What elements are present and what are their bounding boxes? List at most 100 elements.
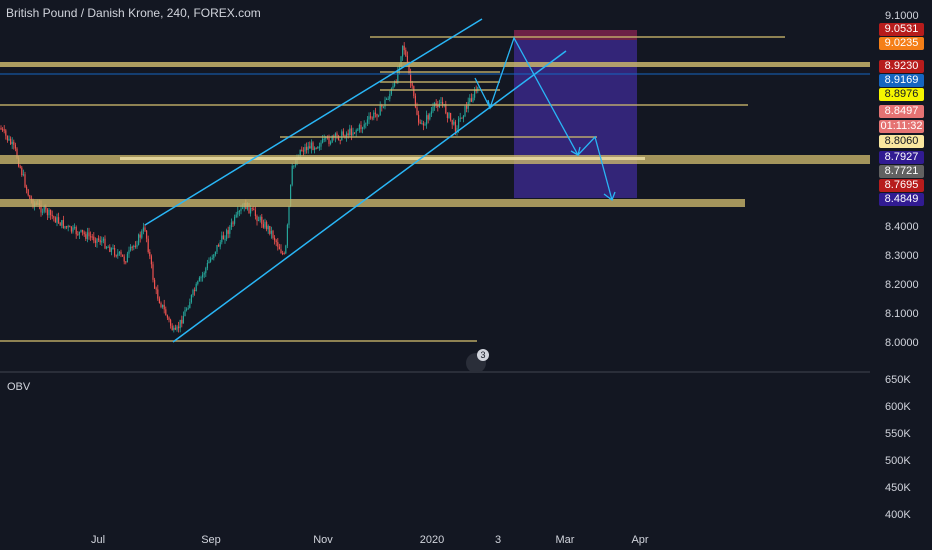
candle-body[interactable] bbox=[195, 283, 197, 292]
candle-body[interactable] bbox=[86, 232, 88, 239]
candle-body[interactable] bbox=[336, 133, 338, 136]
candle-body[interactable] bbox=[2, 129, 4, 131]
pane-divider[interactable] bbox=[0, 371, 870, 373]
candle-body[interactable] bbox=[234, 216, 236, 224]
candle-body[interactable] bbox=[408, 62, 410, 74]
candle-body[interactable] bbox=[224, 239, 226, 241]
candle-body[interactable] bbox=[387, 98, 389, 100]
candle-body[interactable] bbox=[157, 289, 159, 299]
symbol-title[interactable]: British Pound / Danish Krone, 240, FOREX… bbox=[6, 6, 261, 20]
candle-body[interactable] bbox=[462, 116, 464, 119]
candle-body[interactable] bbox=[70, 226, 72, 232]
projection-path[interactable] bbox=[474, 36, 613, 201]
candle-body[interactable] bbox=[178, 326, 180, 329]
candle-body[interactable] bbox=[354, 132, 356, 134]
candle-body[interactable] bbox=[166, 315, 168, 318]
candle-body[interactable] bbox=[363, 124, 365, 128]
candle-body[interactable] bbox=[293, 165, 295, 167]
candle-body[interactable] bbox=[142, 227, 144, 232]
candle-body[interactable] bbox=[267, 225, 269, 230]
candle-body[interactable] bbox=[459, 117, 461, 120]
candle-body[interactable] bbox=[238, 211, 240, 213]
candle-body[interactable] bbox=[435, 103, 437, 106]
candle-body[interactable] bbox=[286, 224, 288, 246]
candle-body[interactable] bbox=[290, 184, 292, 207]
candle-body[interactable] bbox=[328, 137, 330, 144]
candle-body[interactable] bbox=[275, 240, 277, 243]
candle-body[interactable] bbox=[218, 245, 220, 247]
candle-body[interactable] bbox=[154, 279, 156, 289]
candle-body[interactable] bbox=[106, 246, 108, 249]
candle-body[interactable] bbox=[93, 236, 95, 241]
candle-body[interactable] bbox=[131, 246, 133, 248]
candle-body[interactable] bbox=[94, 240, 96, 243]
resistance-zone[interactable] bbox=[0, 62, 870, 67]
candle-body[interactable] bbox=[61, 220, 63, 226]
candle-body[interactable] bbox=[179, 319, 181, 329]
channel-upper-line[interactable] bbox=[144, 18, 483, 226]
candle-body[interactable] bbox=[451, 119, 453, 125]
candle-body[interactable] bbox=[430, 111, 432, 114]
candle-body[interactable] bbox=[109, 246, 111, 252]
candle-body[interactable] bbox=[130, 246, 132, 251]
candle-body[interactable] bbox=[163, 304, 165, 310]
candle-body[interactable] bbox=[302, 150, 304, 152]
candle-body[interactable] bbox=[232, 222, 234, 224]
candle-body[interactable] bbox=[59, 222, 61, 226]
candle-body[interactable] bbox=[341, 131, 343, 141]
candle-body[interactable] bbox=[162, 304, 164, 307]
candle-body[interactable] bbox=[342, 131, 344, 136]
candle-body[interactable] bbox=[411, 83, 413, 87]
candle-body[interactable] bbox=[323, 138, 325, 140]
candle-body[interactable] bbox=[45, 206, 47, 210]
candle-body[interactable] bbox=[426, 115, 428, 125]
candle-body[interactable] bbox=[299, 149, 301, 158]
candle-body[interactable] bbox=[322, 138, 324, 143]
candle-body[interactable] bbox=[6, 135, 8, 141]
candle-body[interactable] bbox=[458, 119, 460, 128]
candle-body[interactable] bbox=[107, 246, 109, 248]
candle-body[interactable] bbox=[301, 149, 303, 151]
candle-body[interactable] bbox=[371, 117, 373, 119]
candle-body[interactable] bbox=[80, 229, 82, 232]
candle-body[interactable] bbox=[310, 142, 312, 149]
candle-body[interactable] bbox=[429, 113, 431, 120]
candle-body[interactable] bbox=[13, 141, 15, 145]
candle-body[interactable] bbox=[74, 227, 76, 229]
candle-body[interactable] bbox=[338, 135, 340, 140]
candle-body[interactable] bbox=[437, 105, 439, 107]
candle-body[interactable] bbox=[26, 186, 28, 190]
candle-body[interactable] bbox=[226, 230, 228, 240]
candle-body[interactable] bbox=[330, 142, 332, 144]
candle-body[interactable] bbox=[190, 294, 192, 303]
candle-body[interactable] bbox=[229, 227, 231, 234]
candle-body[interactable] bbox=[418, 114, 420, 123]
candle-body[interactable] bbox=[205, 268, 207, 274]
candle-body[interactable] bbox=[219, 242, 221, 247]
candle-body[interactable] bbox=[230, 222, 232, 228]
candle-body[interactable] bbox=[160, 303, 162, 307]
candle-body[interactable] bbox=[258, 220, 260, 222]
candle-body[interactable] bbox=[382, 106, 384, 108]
candle-body[interactable] bbox=[117, 253, 119, 256]
candle-body[interactable] bbox=[222, 235, 224, 240]
candle-body[interactable] bbox=[29, 195, 31, 199]
candle-body[interactable] bbox=[24, 174, 26, 187]
candle-body[interactable] bbox=[227, 230, 229, 234]
candle-body[interactable] bbox=[253, 208, 255, 211]
candle-body[interactable] bbox=[315, 147, 317, 149]
candle-body[interactable] bbox=[248, 203, 250, 214]
candle-body[interactable] bbox=[43, 206, 45, 212]
candle-body[interactable] bbox=[274, 237, 276, 241]
candle-body[interactable] bbox=[51, 214, 53, 217]
candle-body[interactable] bbox=[242, 207, 244, 209]
arrow-head[interactable] bbox=[487, 99, 498, 110]
candle-body[interactable] bbox=[266, 222, 268, 230]
candle-body[interactable] bbox=[22, 174, 24, 176]
candle-body[interactable] bbox=[368, 116, 370, 120]
candle-body[interactable] bbox=[370, 116, 372, 118]
candle-body[interactable] bbox=[50, 209, 52, 215]
candle-body[interactable] bbox=[11, 141, 13, 145]
candle-body[interactable] bbox=[373, 112, 375, 119]
